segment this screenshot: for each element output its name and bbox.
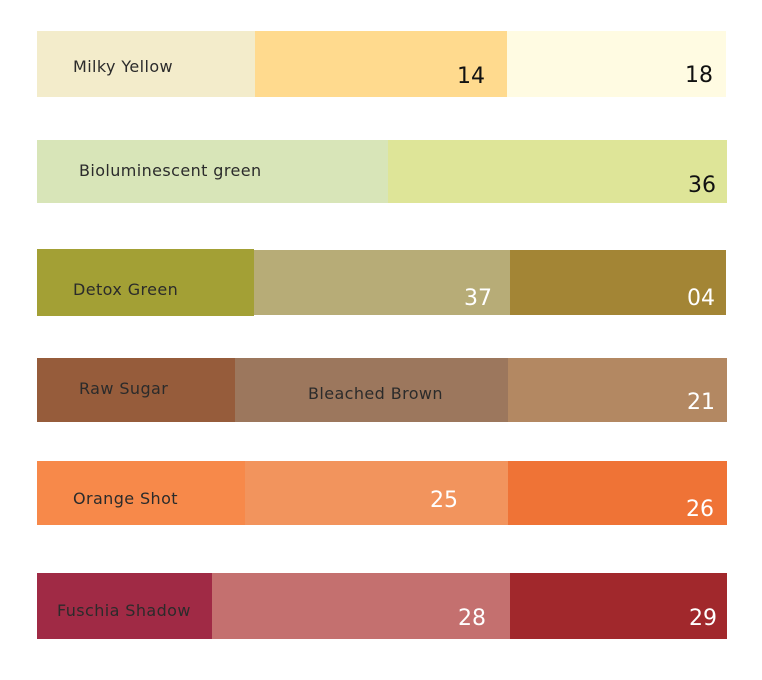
swatch-orange-shot (37, 461, 245, 525)
swatch-14 (255, 31, 507, 97)
swatch-number-label: 37 (464, 286, 492, 311)
color-name-label: Detox Green (73, 280, 179, 299)
color-name-label: Orange Shot (73, 489, 178, 508)
color-name-label: Bleached Brown (308, 384, 443, 403)
swatch-28 (212, 573, 510, 639)
swatch-25 (245, 461, 508, 525)
swatch-04 (510, 250, 726, 315)
swatch-number-label: 28 (458, 606, 486, 631)
swatch-detox-green (37, 249, 254, 316)
swatch-number-label: 14 (457, 64, 485, 89)
swatch-number-label: 04 (687, 286, 715, 311)
swatch-bleached-brown (235, 358, 508, 422)
swatch-26 (508, 461, 727, 525)
swatch-21 (508, 358, 727, 422)
color-name-label: Raw Sugar (79, 379, 169, 398)
swatch-18 (507, 31, 726, 97)
swatch-number-label: 18 (685, 63, 713, 88)
swatch-number-label: 21 (687, 390, 715, 415)
swatch-milky-yellow (37, 31, 255, 97)
swatch-number-label: 36 (688, 173, 716, 198)
swatch-36 (388, 140, 727, 203)
color-name-label: Bioluminescent green (79, 161, 262, 180)
swatch-number-label: 29 (689, 606, 717, 631)
color-name-label: Milky Yellow (73, 57, 174, 76)
swatch-raw-sugar (37, 358, 235, 422)
swatch-29 (510, 573, 727, 639)
swatch-fuschia-shadow (37, 573, 212, 639)
color-name-label: Fuschia Shadow (57, 601, 191, 620)
swatch-bioluminescent-green (37, 140, 388, 203)
swatch-number-label: 26 (686, 497, 714, 522)
swatch-37 (254, 250, 510, 315)
swatch-number-label: 25 (430, 488, 458, 513)
